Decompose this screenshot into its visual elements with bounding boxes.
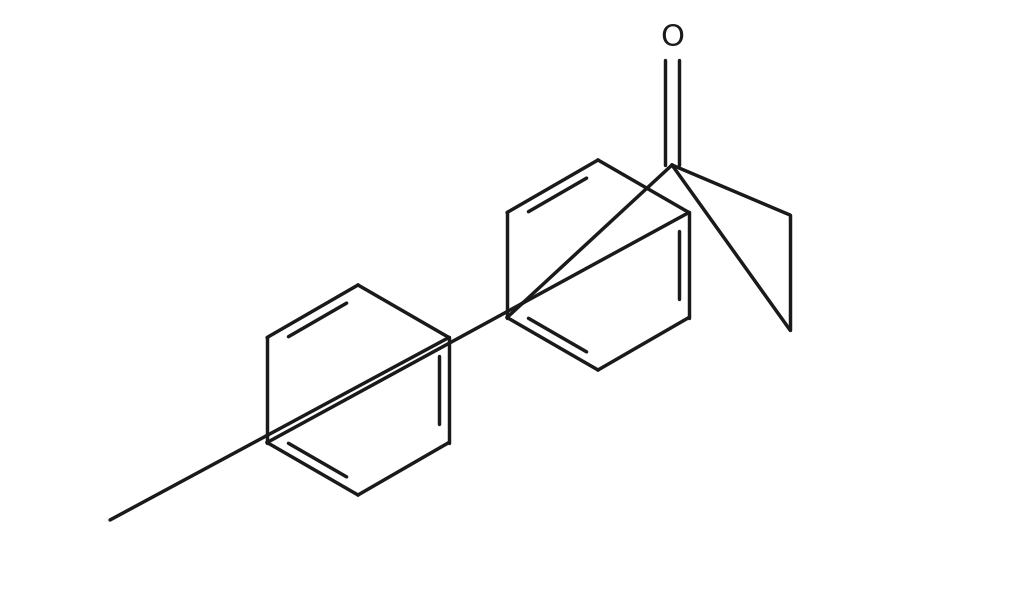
Text: O: O <box>659 23 683 52</box>
